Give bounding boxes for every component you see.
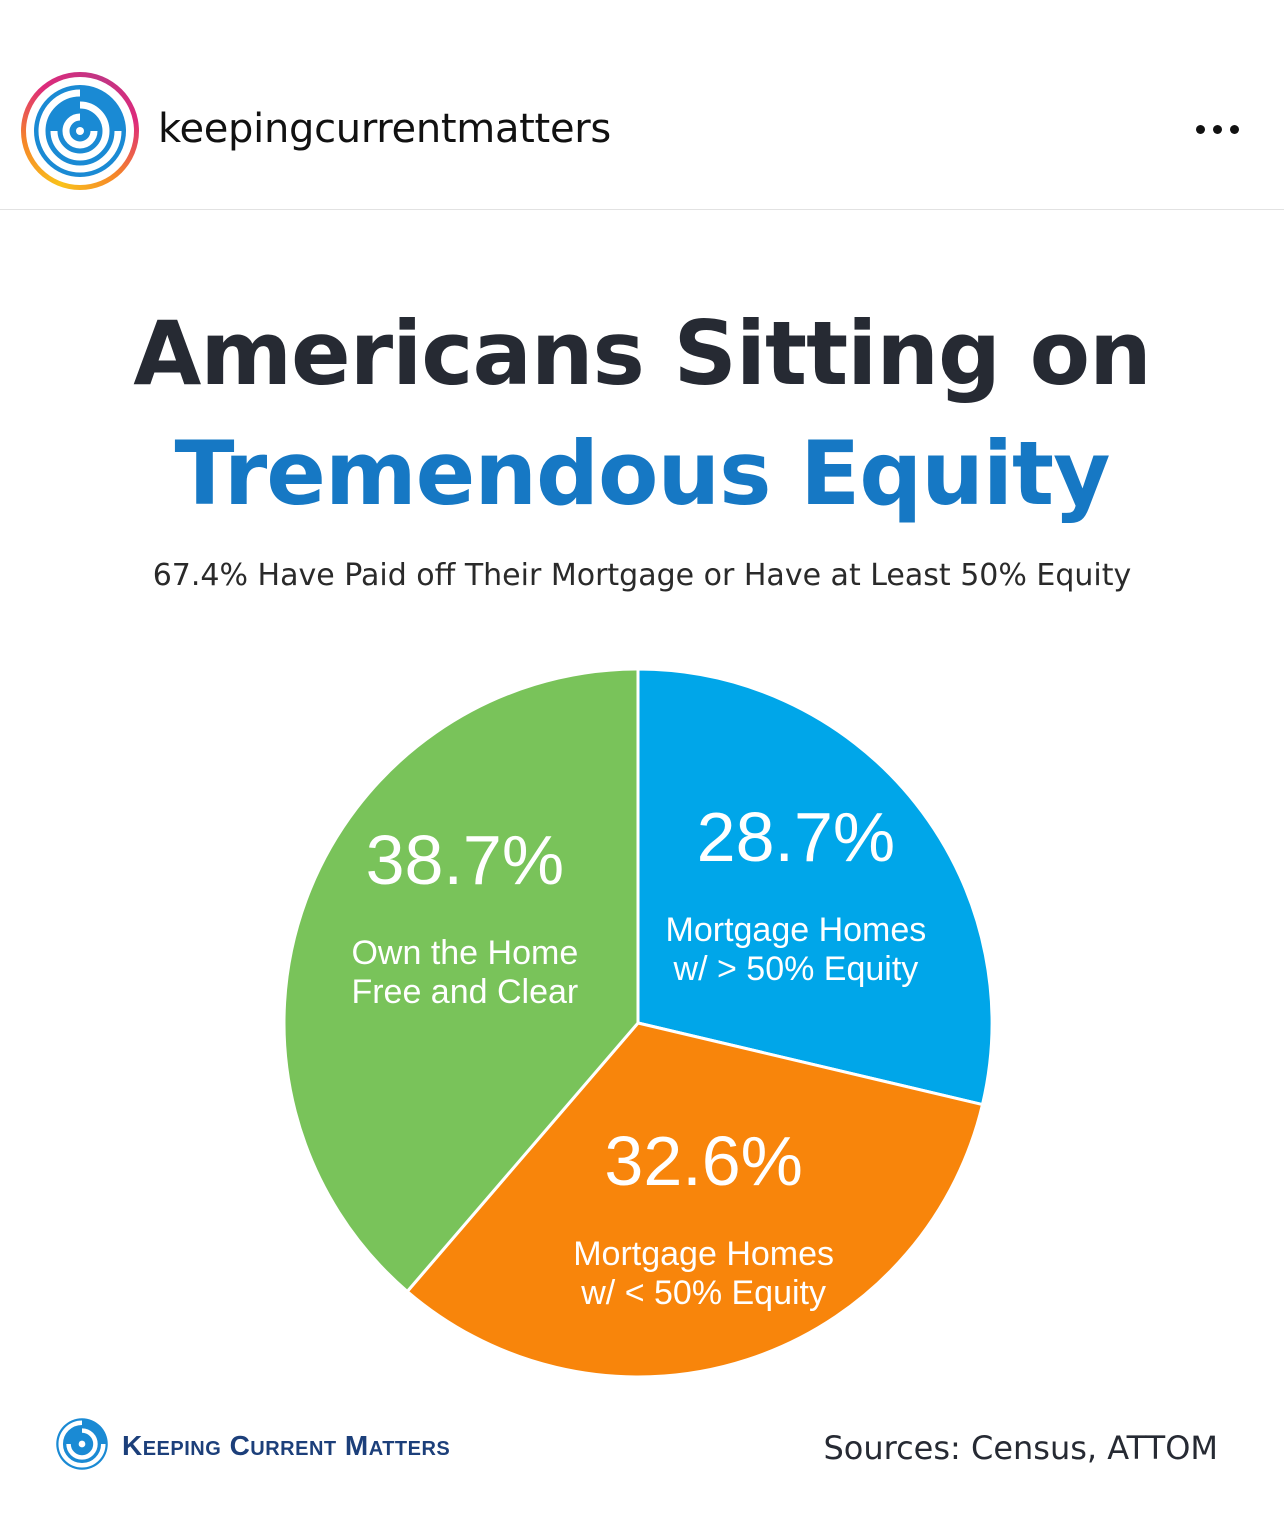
swirl-logo-icon — [34, 85, 126, 177]
slice-description-label: Free and Clear — [351, 973, 578, 1011]
brand-name: Keeping Current Matters — [122, 1430, 451, 1461]
slice-description-label: w/ > 50% Equity — [673, 950, 919, 988]
sources-note: Sources: Census, ATTOM — [823, 1429, 1218, 1467]
pie-slice-1 — [636, 667, 994, 1107]
pie-slice-3 — [282, 667, 640, 1294]
avatar-image — [26, 77, 134, 185]
pie-slice-2 — [405, 1021, 985, 1379]
graphic-title-line-1: Americans Sitting on — [133, 302, 1151, 405]
username[interactable]: keepingcurrentmatters — [158, 106, 611, 152]
graphic-title-line-2: Tremendous Equity — [174, 422, 1111, 525]
post-header: keepingcurrentmatters — [0, 0, 1284, 210]
graphic-subtitle: 67.4% Have Paid off Their Mortgage or Ha… — [152, 558, 1132, 593]
slice-description-label: Mortgage Homes — [573, 1235, 834, 1273]
slice-value-label: 28.7% — [697, 798, 895, 876]
more-options-button[interactable] — [1188, 110, 1248, 150]
slice-description-label: w/ < 50% Equity — [580, 1274, 826, 1312]
profile-avatar[interactable] — [21, 72, 139, 190]
swirl-logo-icon — [56, 1418, 108, 1470]
slice-description-label: Mortgage Homes — [666, 911, 927, 949]
slice-value-label: 32.6% — [604, 1122, 802, 1200]
slice-value-label: 38.7% — [366, 821, 564, 899]
slice-description-label: Own the Home — [351, 934, 578, 972]
